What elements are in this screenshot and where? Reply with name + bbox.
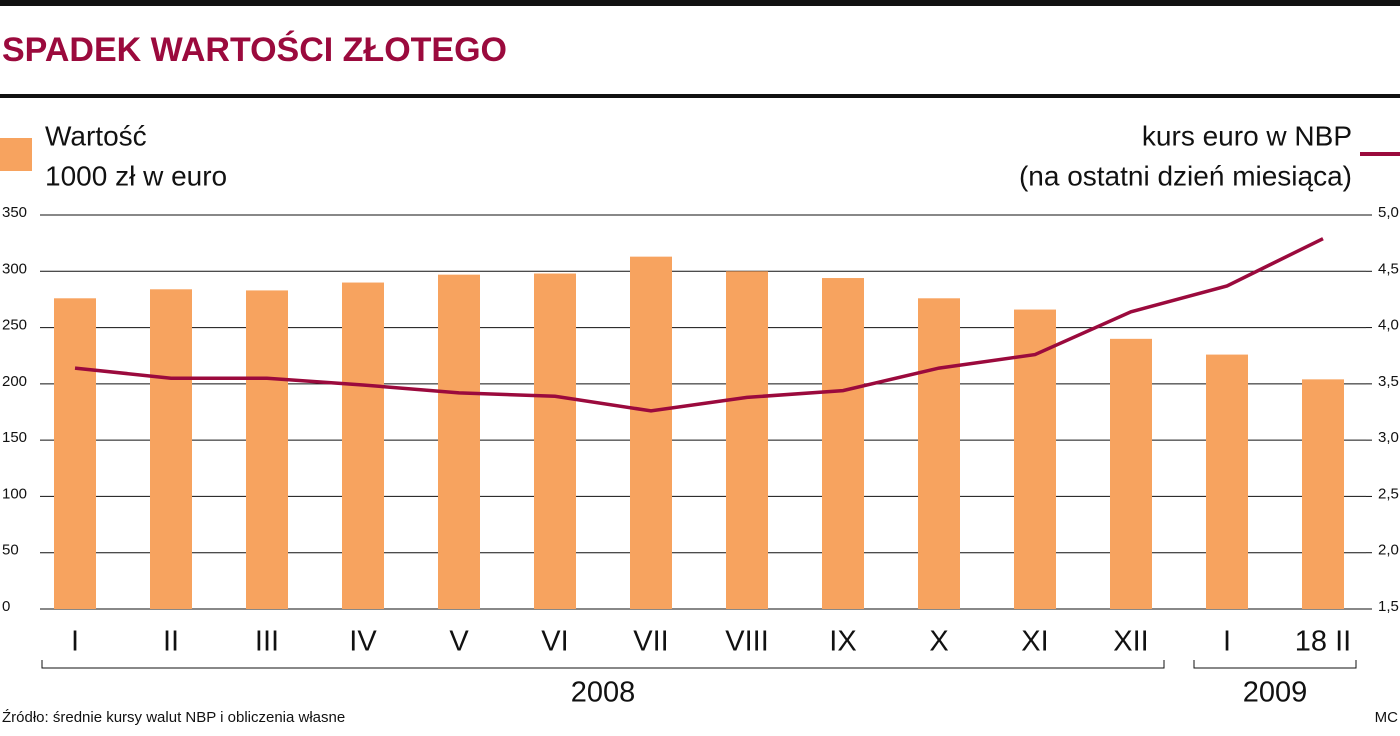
bar (54, 298, 96, 609)
legend-label: kurs euro w NBP (1142, 120, 1352, 151)
y-tick-label: 200 (2, 373, 27, 390)
bar (1302, 379, 1344, 609)
credit: MC (1375, 709, 1398, 726)
bar (822, 278, 864, 609)
y2-tick-label: 1,5 (1378, 598, 1399, 615)
bar (246, 290, 288, 609)
group-bracket (41, 660, 1165, 669)
x-tick-label: 18 II (1295, 626, 1351, 658)
y2-tick-label: 4,0 (1378, 317, 1399, 334)
bar (726, 271, 768, 609)
bar (1014, 309, 1056, 609)
bar (438, 274, 480, 609)
x-tick-label: II (163, 626, 179, 658)
x-tick-label: XI (1021, 626, 1048, 658)
bar (1206, 354, 1248, 609)
bar (534, 273, 576, 609)
y2-tick-label: 4,5 (1378, 260, 1399, 277)
title-rule (0, 94, 1400, 98)
chart-title: SPADEK WARTOŚCI ZŁOTEGO (2, 31, 507, 69)
x-tick-label: IX (829, 626, 856, 658)
top-bar (0, 0, 1400, 6)
y-tick-label: 300 (2, 260, 27, 277)
legend-label: Wartość (45, 120, 147, 151)
x-tick-label: X (929, 626, 948, 658)
y-tick-label: 100 (2, 485, 27, 502)
x-tick-label: VII (633, 626, 668, 658)
x-tick-label: I (71, 626, 79, 658)
y-tick-label: 350 (2, 204, 27, 221)
line (74, 237, 1324, 413)
bar (1110, 338, 1152, 609)
y2-tick-label: 3,0 (1378, 429, 1399, 446)
source: Źródło: średnie kursy walut NBP i oblicz… (2, 709, 345, 726)
x-tick-label: V (449, 626, 469, 658)
x-tick-label: IV (349, 626, 377, 658)
x-tick-label: VIII (725, 626, 769, 658)
legend-label: 1000 zł w euro (45, 160, 227, 191)
y2-tick-label: 5,0 (1378, 204, 1399, 221)
x-tick-label: I (1223, 626, 1231, 658)
bar (918, 298, 960, 609)
group-bracket (1193, 660, 1357, 669)
legend-label: (na ostatni dzień miesiąca) (1019, 160, 1352, 191)
y-tick-label: 50 (2, 542, 19, 559)
group-label: 2008 (571, 677, 636, 709)
y-tick-label: 0 (2, 598, 10, 615)
bar (342, 282, 384, 609)
y2-tick-label: 2,5 (1378, 485, 1399, 502)
legend-swatch (0, 138, 32, 171)
bar (630, 256, 672, 609)
bar (150, 289, 192, 609)
group-label: 2009 (1243, 677, 1308, 709)
x-tick-label: VI (541, 626, 568, 658)
y-tick-label: 150 (2, 429, 27, 446)
x-tick-label: III (255, 626, 279, 658)
y2-tick-label: 3,5 (1378, 373, 1399, 390)
y2-tick-label: 2,0 (1378, 542, 1399, 559)
y-tick-label: 250 (2, 317, 27, 334)
x-tick-label: XII (1113, 626, 1148, 658)
